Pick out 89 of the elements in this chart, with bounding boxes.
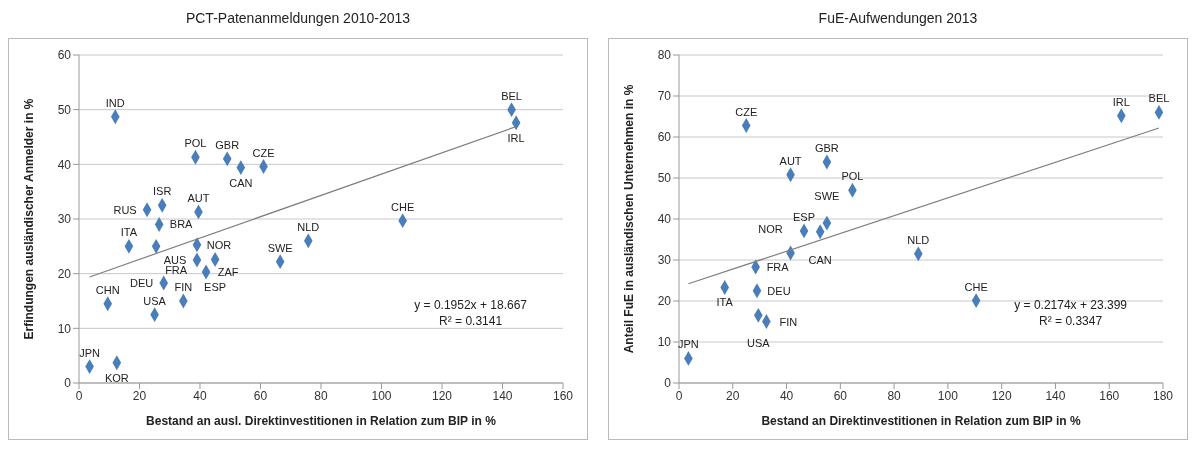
data-label: ESP: [793, 210, 816, 223]
x-tick-label: 140: [492, 388, 513, 403]
data-label: RUS: [113, 203, 137, 216]
y-tick-label: 40: [57, 157, 72, 172]
x-tick-label: 60: [253, 388, 268, 403]
y-tick-label: 60: [657, 130, 672, 145]
x-tick-label: 140: [1045, 388, 1066, 403]
annotation: R² = 0.3141: [438, 313, 504, 329]
data-label: ISR: [153, 185, 172, 198]
data-label: GBR: [814, 142, 839, 155]
data-label: NOR: [758, 223, 783, 236]
x-tick-label: 160: [552, 388, 574, 403]
y-axis-title: Erfindungen ausländischer Anmelder in %: [22, 98, 37, 340]
data-label: AUT: [779, 154, 802, 167]
data-label: BRA: [169, 218, 194, 231]
data-label: ITA: [716, 296, 734, 309]
y-tick-label: 0: [64, 376, 72, 391]
y-tick-label: 0: [664, 376, 672, 391]
data-label: FRA: [766, 260, 790, 273]
y-tick-label: 30: [657, 253, 672, 268]
x-tick-label: 0: [675, 388, 683, 403]
x-tick-label: 120: [431, 388, 453, 403]
x-tick-label: 60: [833, 388, 848, 403]
data-label: AUT: [187, 191, 210, 204]
data-label: BEL: [501, 89, 522, 102]
data-label: CZE: [735, 105, 758, 118]
x-axis-title: Bestand an ausl. Direktinvestitionen in Relation zum BIP in %: [146, 414, 497, 428]
chart-title: FuE-Aufwendungen 2013: [817, 9, 979, 28]
x-tick-label: 100: [371, 388, 392, 403]
chart-title: PCT-Patenanmeldungen 2010-2013: [184, 9, 412, 28]
data-label: CHE: [391, 200, 415, 213]
y-tick-label: 40: [657, 212, 672, 227]
data-label: ZAF: [217, 266, 239, 279]
data-label: POL: [841, 170, 864, 183]
data-label: SWE: [267, 241, 293, 254]
data-label: IND: [105, 96, 125, 109]
x-tick-label: 80: [887, 388, 902, 403]
data-label: NOR: [206, 238, 232, 251]
y-tick-label: 20: [657, 294, 672, 309]
data-label: BEL: [1148, 92, 1170, 105]
data-label: JPN: [79, 346, 101, 359]
data-label: USA: [143, 294, 167, 307]
data-label: CHE: [964, 280, 988, 293]
x-tick-label: 160: [1099, 388, 1120, 403]
x-tick-label: 0: [75, 388, 83, 403]
y-tick-label: 80: [657, 48, 672, 63]
y-tick-label: 50: [57, 102, 72, 117]
data-label: CAN: [229, 176, 253, 189]
x-tick-label: 20: [726, 388, 740, 403]
y-tick-label: 50: [657, 171, 672, 186]
data-label: POL: [184, 137, 207, 150]
y-tick-label: 70: [657, 89, 672, 104]
y-axis-title: Anteil FuE in ausländischen Unternehmen in %: [622, 84, 637, 354]
annotation: R² = 0.3347: [1038, 313, 1104, 329]
x-tick-label: 20: [132, 388, 147, 403]
x-tick-label: 40: [779, 388, 794, 403]
data-label: JPN: [678, 338, 699, 351]
annotation: y = 0.1952x + 18.667: [414, 297, 527, 313]
data-label: ESP: [204, 281, 227, 294]
x-tick-label: 180: [1152, 388, 1174, 403]
y-tick-label: 30: [57, 212, 72, 227]
y-tick-label: 60: [57, 48, 72, 63]
x-tick-label: 80: [314, 388, 328, 403]
data-label: IRL: [507, 131, 525, 144]
x-tick-label: 40: [193, 388, 207, 403]
data-label: ITA: [120, 226, 138, 239]
x-tick-label: 120: [991, 388, 1012, 403]
data-label: CHN: [95, 283, 120, 296]
data-label: CAN: [808, 253, 832, 266]
data-label: GBR: [215, 138, 240, 151]
data-label: IRL: [1112, 95, 1130, 108]
data-label: CZE: [252, 146, 275, 159]
data-label: DEU: [130, 276, 154, 289]
data-label: SWE: [814, 190, 840, 203]
data-label: NLD: [907, 233, 930, 246]
data-label: FRA: [165, 264, 188, 277]
y-tick-label: 10: [657, 335, 672, 350]
data-label: DEU: [767, 284, 791, 297]
data-label: AUS: [163, 254, 187, 266]
data-label: FIN: [174, 281, 193, 293]
y-tick-label: 20: [57, 266, 72, 281]
x-axis-title: Bestand an Direktinvestitionen in Relation zum BIP in %: [761, 414, 1081, 428]
data-label: FIN: [779, 315, 798, 328]
annotation: y = 0.2174x + 23.399: [1014, 297, 1127, 313]
data-label: NLD: [297, 220, 320, 233]
y-tick-label: 10: [57, 321, 72, 336]
data-label: USA: [747, 337, 771, 350]
data-label: KOR: [104, 371, 129, 384]
x-tick-label: 100: [937, 388, 959, 403]
